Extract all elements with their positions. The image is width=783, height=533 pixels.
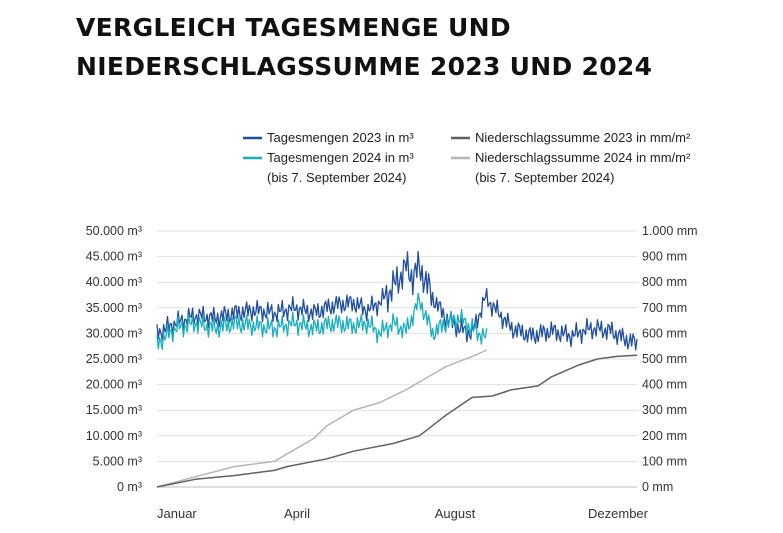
y-right-tick-label: 1.000 mm <box>642 224 698 238</box>
y-right-tick-label: 0 mm <box>642 480 673 494</box>
legend-item-tagesmengen-2024-label: Tagesmengen 2024 in m³ <box>267 150 414 165</box>
chart-title-line-1: VERGLEICH TAGESMENGE UND <box>76 13 511 42</box>
y-left-tick-label: 5.000 m³ <box>93 454 142 468</box>
y-left-tick-label: 30.000 m³ <box>86 326 142 340</box>
legend: Tagesmengen 2023 in m³ Tagesmengen 2024 i… <box>243 130 691 185</box>
y-left-tick-label: 25.000 m³ <box>86 352 142 366</box>
y-left-tick-label: 35.000 m³ <box>86 301 142 315</box>
series-line-tagesmengen-2024 <box>156 292 488 351</box>
x-tick-label: Januar <box>157 506 197 521</box>
y-left-tick-label: 0 m³ <box>117 480 142 494</box>
x-tick-label: April <box>284 506 310 521</box>
y-right-tick-label: 400 mm <box>642 378 687 392</box>
y-left-tick-label: 20.000 m³ <box>86 378 142 392</box>
gridlines <box>157 230 637 488</box>
y-right-tick-label: 900 mm <box>642 250 687 264</box>
y-left-tick-label: 15.000 m³ <box>86 403 142 417</box>
y-right-tick-label: 800 mm <box>642 275 687 289</box>
series-group <box>156 251 638 488</box>
y-left-tick-label: 50.000 m³ <box>86 224 142 238</box>
y-left-tick-label: 45.000 m³ <box>86 250 142 264</box>
x-axis: Januar April August Dezember <box>157 506 649 521</box>
y-left-tick-label: 10.000 m³ <box>86 429 142 443</box>
legend-item-niederschlag-2023-label: Niederschlagssumme 2023 in mm/m² <box>475 130 691 145</box>
y-right-tick-label: 100 mm <box>642 454 687 468</box>
legend-item-niederschlag-2024-label: Niederschlagssumme 2024 in mm/m² <box>475 150 691 165</box>
x-tick-label: August <box>435 506 476 521</box>
y-right-tick-label: 700 mm <box>642 301 687 315</box>
series-line-tagesmengen-2023 <box>156 251 638 351</box>
y-axis-right: 0 mm 100 mm 200 mm 300 mm 400 mm 500 mm 600 mm… <box>642 224 698 494</box>
y-right-tick-label: 200 mm <box>642 429 687 443</box>
y-right-tick-label: 500 mm <box>642 352 687 366</box>
chart-title-line-2: NIEDERSCHLAGSSUMME 2023 UND 2024 <box>76 52 653 81</box>
series-line-niederschlag-2023 <box>156 354 638 488</box>
legend-item-tagesmengen-2024-note: (bis 7. September 2024) <box>267 170 406 185</box>
x-tick-label: Dezember <box>588 506 649 521</box>
legend-item-niederschlag-2024-note: (bis 7. September 2024) <box>475 170 614 185</box>
y-right-tick-label: 600 mm <box>642 326 687 340</box>
y-axis-left: 0 m³ 5.000 m³ 10.000 m³ 15.000 m³ 20.000 m³ 2… <box>86 224 142 494</box>
y-left-tick-label: 40.000 m³ <box>86 275 142 289</box>
y-right-tick-label: 300 mm <box>642 403 687 417</box>
legend-item-tagesmengen-2023-label: Tagesmengen 2023 in m³ <box>267 130 414 145</box>
series-line-niederschlag-2024 <box>156 349 488 488</box>
chart-title: VERGLEICH TAGESMENGE UND NIEDERSCHLAGSSU… <box>76 8 652 86</box>
